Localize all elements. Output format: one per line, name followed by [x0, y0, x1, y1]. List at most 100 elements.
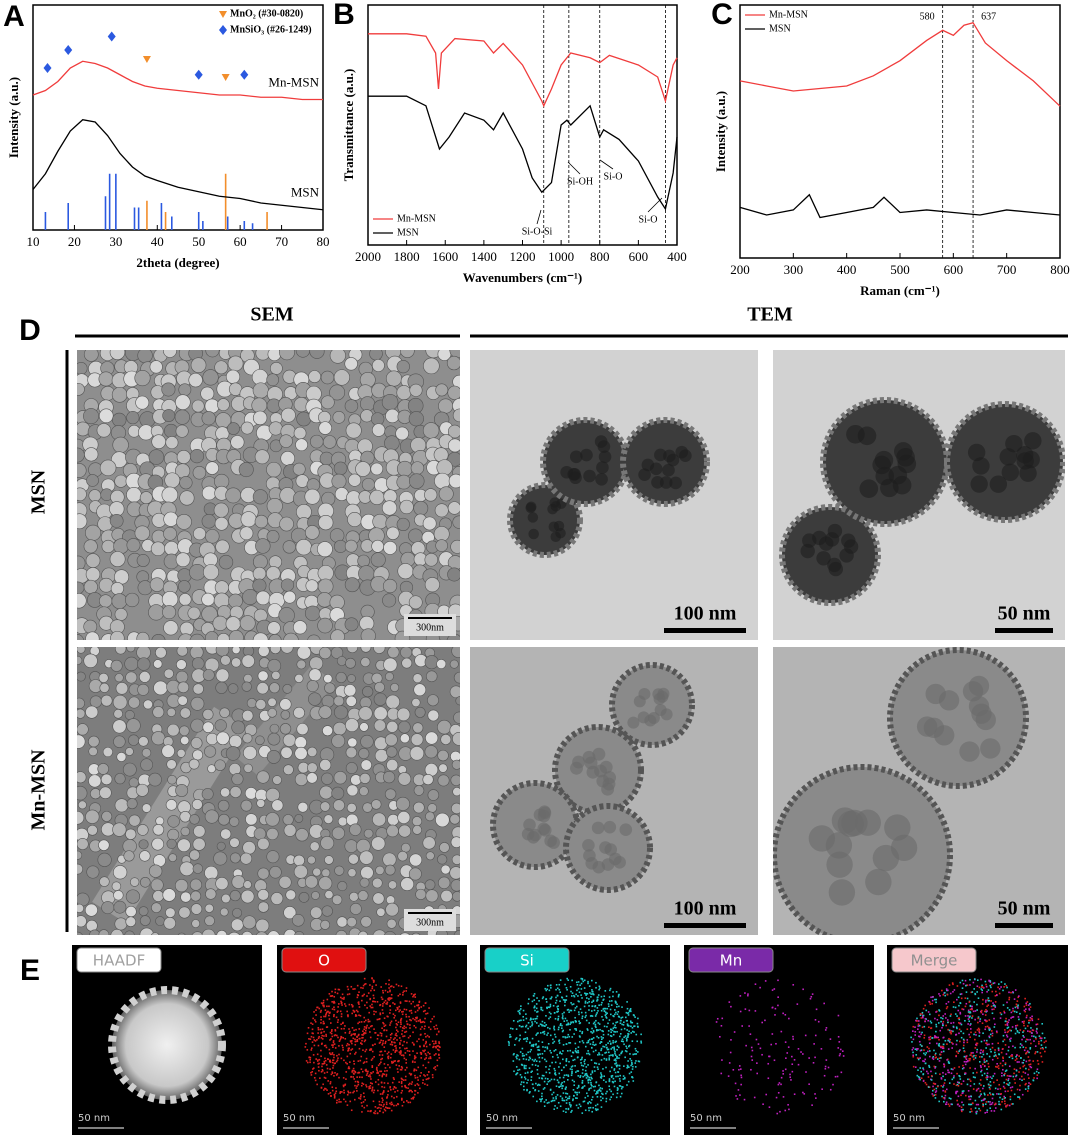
eds-dot [371, 1025, 373, 1027]
eds-dot [614, 1050, 616, 1053]
eds-dot [968, 1033, 970, 1036]
eds-dot [522, 1081, 525, 1084]
eds-dot [382, 1022, 385, 1025]
eds-dot [941, 1017, 944, 1020]
eds-dot [386, 991, 389, 993]
eds-dot [380, 1081, 383, 1084]
sem-particle [163, 511, 179, 527]
eds-dot [610, 1000, 613, 1002]
eds-dot [399, 1042, 401, 1044]
eds-dot [321, 1063, 324, 1065]
eds-dot [404, 1086, 407, 1088]
eds-dot [825, 1027, 828, 1029]
row-header: MSN [28, 469, 50, 514]
eds-dot [583, 987, 586, 989]
eds-dot [534, 1020, 536, 1023]
sem-particle [347, 868, 357, 878]
eds-dot [582, 980, 585, 983]
x-tick-label: 600 [944, 262, 964, 277]
eds-dot [1008, 1038, 1011, 1041]
eds-dot [617, 1046, 620, 1049]
sem-particle [336, 916, 348, 928]
eds-dot [968, 1059, 971, 1062]
eds-dot [960, 1023, 963, 1026]
eds-dot [540, 1032, 542, 1034]
eds-dot [316, 1039, 318, 1041]
eds-dot [561, 1027, 563, 1029]
eds-dot [400, 1051, 402, 1053]
x-tick-label: 2000 [355, 249, 381, 264]
eds-dot [321, 1038, 324, 1040]
eds-dot [1016, 1031, 1019, 1033]
eds-dot [529, 1091, 531, 1093]
eds-dot [566, 1019, 568, 1022]
sem-particle [205, 350, 220, 358]
eds-dot [997, 1088, 999, 1090]
eds-dot [944, 991, 946, 994]
tem-texture [959, 741, 980, 762]
eds-dot [548, 1011, 551, 1014]
eds-dot [405, 1030, 408, 1033]
eds-dot [400, 1092, 403, 1094]
sem-particle [242, 589, 259, 606]
eds-dot [363, 1020, 366, 1023]
eds-dot [367, 992, 370, 994]
eds-dot [363, 993, 365, 996]
eds-dot [536, 997, 538, 999]
eds-dot [911, 1041, 913, 1043]
eds-dot [934, 1091, 937, 1094]
eds-dot [507, 1040, 510, 1043]
eds-dot [602, 1093, 604, 1096]
sem-particle [349, 903, 362, 915]
sem-particle [114, 647, 127, 655]
eds-dot [543, 1050, 546, 1052]
eds-dot [329, 1081, 332, 1083]
eds-dot [945, 1103, 948, 1106]
eds-dot [754, 983, 757, 986]
eds-dot [1009, 1029, 1011, 1031]
sem-particle [189, 814, 200, 825]
eds-dot [623, 1043, 625, 1046]
eds-dot [392, 1038, 395, 1041]
eds-dot [556, 1107, 559, 1109]
eds-dot [973, 988, 975, 990]
micrograph [470, 647, 758, 935]
eds-dot [382, 1111, 385, 1114]
sem-particle [336, 656, 347, 666]
eds-dot [605, 1097, 608, 1100]
eds-dot [561, 1097, 564, 1100]
sem-particle [141, 748, 152, 758]
eds-dot [1005, 1053, 1008, 1055]
eds-dot [404, 1085, 406, 1087]
eds-dot [306, 1049, 309, 1051]
eds-dot [537, 1032, 539, 1034]
sem-particle [294, 736, 307, 749]
sem-particle [77, 487, 87, 502]
eds-dot [326, 1058, 329, 1060]
tem-texture [599, 760, 613, 774]
eds-dot [949, 992, 952, 995]
eds-dot [350, 1075, 353, 1078]
tem-texture [872, 844, 900, 872]
eds-dot [1029, 1046, 1032, 1049]
eds-dot [1008, 998, 1010, 1001]
sem-particle [332, 411, 346, 424]
eds-dot [545, 998, 547, 1001]
eds-dot [803, 1093, 806, 1095]
sem-particle [345, 718, 359, 733]
eds-dot [1011, 1054, 1013, 1056]
eds-dot [944, 1039, 947, 1042]
eds-dot [630, 1021, 632, 1024]
eds-dot [978, 1030, 980, 1033]
eds-dot [371, 1089, 373, 1092]
eds-dot [400, 1039, 402, 1042]
eds-dot [540, 1008, 543, 1011]
eds-dot [596, 999, 599, 1001]
eds-dot [532, 1095, 535, 1098]
eds-dot [382, 1105, 385, 1108]
sem-particle [77, 671, 86, 682]
eds-dot [425, 1035, 427, 1038]
sem-particle [309, 656, 324, 671]
eds-dot [592, 993, 594, 996]
eds-dot [987, 989, 990, 991]
